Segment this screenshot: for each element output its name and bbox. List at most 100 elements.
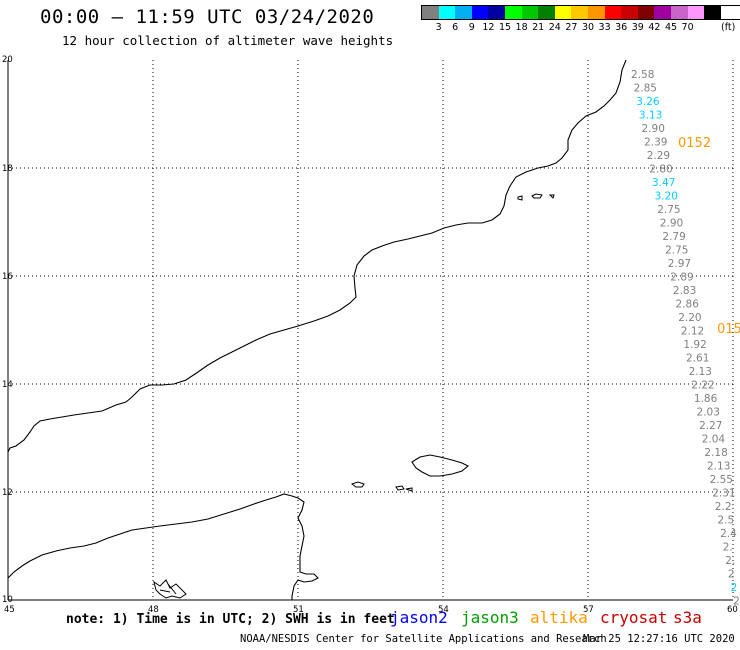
y-tick-label: 18 [2, 164, 13, 174]
legend-tick-label: 12 [482, 22, 495, 33]
legend-swatch [455, 6, 472, 19]
legend-tick-label: 15 [498, 22, 512, 33]
island-small-1 [350, 481, 365, 488]
wave-height-value: 2.18 [704, 447, 727, 459]
wave-height-value: 2.39 [644, 137, 667, 149]
wave-height-value: 2.90 [660, 218, 683, 230]
wave-height-value: 1.86 [694, 393, 718, 405]
legend-tick-label: 33 [598, 22, 611, 33]
y-tick-labels: 20 18 16 14 12 10 [2, 55, 13, 605]
wave-height-value: 2.13 [707, 461, 730, 473]
wave-height-value: 2.13 [689, 366, 712, 378]
wave-height-value: 2.4 [720, 528, 737, 540]
legend-tick-label: 27 [565, 22, 578, 33]
wave-height-value: 2.55 [710, 474, 733, 486]
legend-tick-label: 24 [548, 22, 561, 33]
satellite-cryosat: cryosat [600, 608, 668, 627]
y-tick-label: 14 [2, 380, 13, 390]
wave-height-value: 2 [731, 582, 738, 594]
island-kuria-1 [517, 195, 523, 201]
wave-height-value: 2 [728, 569, 735, 581]
legend-swatch [654, 6, 671, 19]
legend-swatch [621, 6, 638, 19]
grid-lines [8, 60, 734, 600]
legend-swatch [471, 6, 489, 19]
legend-color-bar [421, 5, 740, 20]
wave-height-value: 2. [723, 542, 733, 554]
footer-note: note: 1) Time is in UTC; 2) SWH is in fe… [66, 612, 395, 627]
credit-line: NOAA/NESDIS Center for Satellite Applica… [240, 633, 607, 645]
legend-tick-label: 18 [515, 22, 528, 33]
legend-tick-label: 21 [532, 22, 545, 33]
legend-tick-label: 39 [631, 22, 644, 33]
island-kuria-3 [548, 194, 555, 199]
pass-label: 015 [717, 322, 740, 337]
legend-tick-label: 45 [664, 22, 678, 33]
legend-swatch [604, 6, 622, 19]
wave-height-value: 3.13 [639, 110, 662, 122]
x-tick-label: 51 [293, 605, 304, 615]
wave-height-value: 2. [725, 555, 735, 567]
legend-swatch [587, 6, 605, 19]
legend-swatch [504, 6, 522, 19]
x-tick-label: 45 [4, 605, 15, 615]
wave-height-value: 2.61 [686, 353, 709, 365]
wave-height-value: 2.97 [668, 258, 691, 270]
x-tick-label: 60 [727, 605, 738, 615]
y-tick-label: 16 [2, 272, 13, 282]
wave-height-value: 2.12 [681, 326, 704, 338]
wave-height-value: 2.27 [699, 420, 722, 432]
y-tick-label: 10 [2, 595, 13, 605]
wave-height-value: 2.22 [691, 380, 714, 392]
legend-unit: (ft) [721, 22, 736, 33]
wave-height-value: 2.89 [670, 272, 693, 284]
wave-height-value: 2.2 [715, 501, 732, 513]
x-tick-labels: 45 48 51 54 57 60 [4, 605, 738, 615]
legend-tick-label: 6 [452, 22, 459, 33]
coastline-africa [7, 493, 319, 600]
legend-swatch [704, 6, 721, 19]
wave-height-value: 2.75 [665, 245, 688, 257]
legend-swatch [488, 6, 505, 19]
wave-height-value: 2.90 [642, 123, 665, 135]
legend-tick-label: 42 [648, 22, 661, 33]
legend-tick-label: 30 [581, 22, 595, 33]
generated-time: Mar 25 12:27:16 UTC 2020 [583, 633, 735, 645]
map-title: 00:00 – 11:59 UTC 03/24/2020 [40, 6, 375, 28]
wave-height-value: 2.20 [678, 312, 701, 324]
wave-height-value: 2.85 [634, 83, 657, 95]
x-tick-label: 54 [438, 605, 449, 615]
x-tick-label: 48 [148, 605, 159, 615]
wave-height-value: 2.29 [647, 150, 670, 162]
island-small-3 [405, 487, 413, 492]
altimeter-track: 2.582.853.263.132.902.392.292.803.473.20… [631, 69, 740, 608]
legend-tick-label: 3 [435, 22, 442, 33]
wave-height-value: 2.04 [702, 434, 726, 446]
y-tick-label: 20 [2, 55, 13, 65]
wave-height-value: 2.75 [657, 204, 680, 216]
wave-height-value: 2.03 [697, 407, 720, 419]
y-tick-label: 12 [2, 488, 13, 498]
wave-height-value: 2.31 [712, 488, 735, 500]
color-legend: (ft) 3 6 9 12 15 18 21 24 27 30 33 36 39 42 45 70 [421, 5, 740, 34]
legend-swatch [637, 6, 655, 19]
wave-height-value: 3.47 [652, 177, 675, 189]
coastline-arabia [7, 59, 627, 453]
legend-swatch [571, 6, 588, 19]
legend-swatch [670, 6, 688, 19]
island-socotra [411, 454, 469, 477]
x-tick-label: 57 [583, 605, 594, 615]
island-kuria-2 [531, 193, 543, 199]
wave-height-value: 3.26 [636, 96, 660, 108]
legend-swatch [438, 6, 456, 19]
satellite-s3a: s3a [673, 608, 702, 627]
pass-label: 0152 [678, 136, 711, 151]
satellite-altika: altika [530, 608, 588, 627]
map-subtitle: 12 hour collection of altimeter wave hei… [62, 33, 394, 48]
island-small-2 [395, 485, 405, 491]
wave-height-value: 2.5 [718, 515, 735, 527]
wave-height-value: 2.86 [676, 299, 700, 311]
legend-tick-label: 9 [468, 22, 475, 33]
satellite-jason2: jason2 [390, 608, 448, 627]
